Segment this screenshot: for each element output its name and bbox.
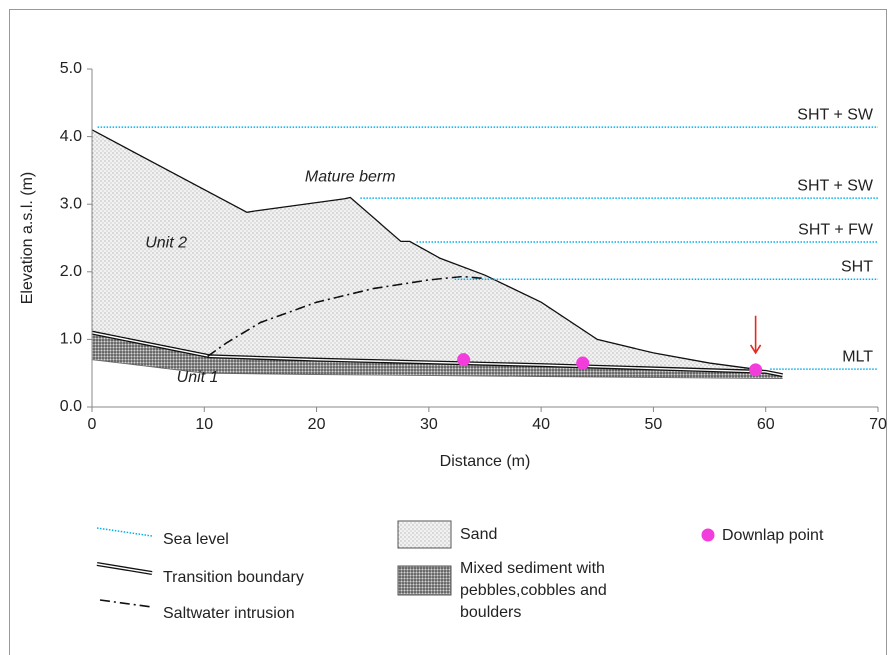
x-tick-label: 50 xyxy=(645,416,663,433)
y-tick-label: 3.0 xyxy=(60,195,82,212)
arrow-head xyxy=(749,344,762,355)
legend-label: pebbles,cobbles and xyxy=(460,582,607,599)
legend-downlap-swatch xyxy=(701,528,715,542)
legend-sea-level-swatch xyxy=(96,527,153,537)
annotation: Mature berm xyxy=(305,168,396,185)
sea-level-label: SHT + SW xyxy=(797,177,874,194)
y-tick-label: 1.0 xyxy=(60,331,82,348)
base-line xyxy=(91,359,783,380)
legend-transition-swatch-inner xyxy=(96,563,153,574)
downlap-point xyxy=(457,353,471,367)
sand-fill xyxy=(92,129,783,376)
sea-level-label: MLT xyxy=(842,348,873,365)
transition-line-inner xyxy=(91,331,783,376)
y-tick-label: 4.0 xyxy=(60,128,82,145)
x-tick-label: 40 xyxy=(532,416,550,433)
y-tick-label: 2.0 xyxy=(60,263,82,280)
surface-line xyxy=(91,129,783,376)
legend-label: Mixed sediment with xyxy=(460,560,605,577)
legend-sand-swatch xyxy=(397,520,452,549)
saltwater-line xyxy=(207,275,486,357)
legend-label: Saltwater intrusion xyxy=(163,605,295,622)
legend-saltwater-swatch xyxy=(99,599,153,608)
legend-label: boulders xyxy=(460,604,521,621)
x-tick-label: 0 xyxy=(88,416,97,433)
legend-label: Sand xyxy=(460,526,497,543)
annotation: Unit 2 xyxy=(145,235,187,252)
y-tick-label: 5.0 xyxy=(60,60,82,77)
x-axis-title: Distance (m) xyxy=(440,453,531,470)
x-tick-label: 20 xyxy=(308,416,326,433)
annotation: Unit 1 xyxy=(177,369,219,386)
frame xyxy=(9,9,887,655)
x-tick-label: 70 xyxy=(869,416,887,433)
x-tick-label: 30 xyxy=(420,416,438,433)
y-tick-label: 0.0 xyxy=(60,398,82,415)
mixed-sediment-fill xyxy=(92,332,783,379)
x-tick-label: 10 xyxy=(195,416,213,433)
legend-label: Sea level xyxy=(163,531,229,548)
legend: Sea level Transition boundary Saltwater in… xyxy=(96,520,824,622)
downlap-point xyxy=(749,363,763,377)
legend-mixed-swatch xyxy=(397,565,452,596)
sea-level-label: SHT xyxy=(841,258,873,275)
sea-level-label: SHT + SW xyxy=(797,106,874,123)
x-tick-label: 60 xyxy=(757,416,775,433)
sea-level-label: SHT + FW xyxy=(798,221,874,238)
y-axis-title: Elevation a.s.l. (m) xyxy=(19,172,36,304)
downlap-point xyxy=(576,356,590,370)
legend-label: Downlap point xyxy=(722,527,824,544)
legend-label: Transition boundary xyxy=(163,569,304,586)
